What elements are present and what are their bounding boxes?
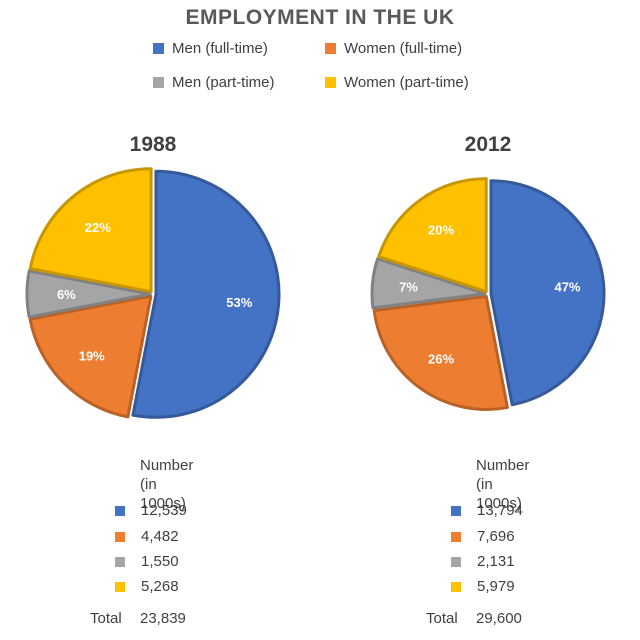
row-swatch [115, 531, 125, 542]
table-header-line2: (in 1000s) [140, 476, 186, 512]
row-swatch [451, 556, 461, 567]
table-row-men-part-time: 2,131 [451, 553, 515, 570]
row-value: 1,550 [141, 553, 179, 570]
row-swatch [115, 556, 125, 567]
pie-slice-women-full-time [28, 294, 153, 419]
total-label: Total [90, 610, 122, 627]
row-swatch [115, 581, 125, 592]
row-value: 2,131 [477, 553, 515, 570]
row-value: 13,794 [477, 502, 523, 519]
row-value: 5,979 [477, 578, 515, 595]
legend-swatch-women-full-time [325, 43, 336, 54]
pie-slice-women-full-time [372, 294, 509, 411]
pie-slice-men-full-time [131, 169, 281, 419]
total-value: 29,600 [476, 610, 522, 627]
pie-label-men-full-time: 53% [226, 295, 252, 310]
table-header-line1: Number [140, 457, 194, 474]
table-row-men-part-time: 1,550 [115, 553, 179, 570]
pie-slice-men-part-time [370, 257, 487, 310]
legend-label: Women (full-time) [344, 40, 463, 57]
pie-label-men-part-time: 6% [57, 287, 76, 302]
row-value: 12,539 [141, 502, 187, 519]
legend-item-men-part-time: Men (part-time) [153, 74, 275, 91]
row-value: 4,482 [141, 528, 179, 545]
legend-swatch-men-part-time [153, 77, 164, 88]
pie-label-women-full-time: 19% [79, 348, 105, 363]
table-header-line1: Number [476, 457, 530, 474]
row-swatch [451, 581, 461, 592]
total-value: 23,839 [140, 610, 186, 627]
legend-label: Men (full-time) [172, 40, 268, 57]
pie-slice-women-part-time [377, 177, 488, 294]
table-total: Total 23,839 [90, 610, 186, 627]
table-row-women-full-time: 7,696 [451, 528, 515, 545]
table-header: Number (in 1000s) [476, 456, 529, 513]
table-row-women-part-time: 5,979 [451, 578, 515, 595]
table-row-men-full-time: 13,794 [451, 502, 523, 519]
table-row-men-full-time: 12,539 [115, 502, 187, 519]
pie-label-women-part-time: 22% [85, 220, 111, 235]
pie-label-men-part-time: 7% [399, 279, 418, 294]
pie-slice-men-part-time [25, 269, 152, 319]
table-row-women-full-time: 4,482 [115, 528, 179, 545]
legend-label: Men (part-time) [172, 74, 275, 91]
pie-label-women-part-time: 20% [428, 222, 454, 237]
row-swatch [115, 505, 125, 516]
pie-label-men-full-time: 47% [554, 279, 580, 294]
legend-item-men-full-time: Men (full-time) [153, 40, 268, 57]
table-total: Total 29,600 [426, 610, 522, 627]
legend-swatch-women-part-time [325, 77, 336, 88]
legend-item-women-part-time: Women (part-time) [325, 74, 469, 91]
pie-slice-women-part-time [28, 167, 153, 294]
row-swatch [451, 505, 461, 516]
row-value: 5,268 [141, 578, 179, 595]
row-value: 7,696 [477, 528, 515, 545]
row-swatch [451, 531, 461, 542]
pie-slice-men-full-time [489, 179, 606, 407]
legend-swatch-men-full-time [153, 43, 164, 54]
legend-item-women-full-time: Women (full-time) [325, 40, 462, 57]
chart-title: EMPLOYMENT IN THE UK [185, 6, 455, 29]
pie-title-1988: 1988 [129, 133, 177, 156]
table-header: Number (in 1000s) [140, 456, 193, 513]
table-row-women-part-time: 5,268 [115, 578, 179, 595]
pie-title-2012: 2012 [464, 133, 512, 156]
table-header-line2: (in 1000s) [476, 476, 522, 512]
legend-label: Women (part-time) [344, 74, 469, 91]
pie-label-women-full-time: 26% [428, 352, 454, 367]
total-label: Total [426, 610, 458, 627]
